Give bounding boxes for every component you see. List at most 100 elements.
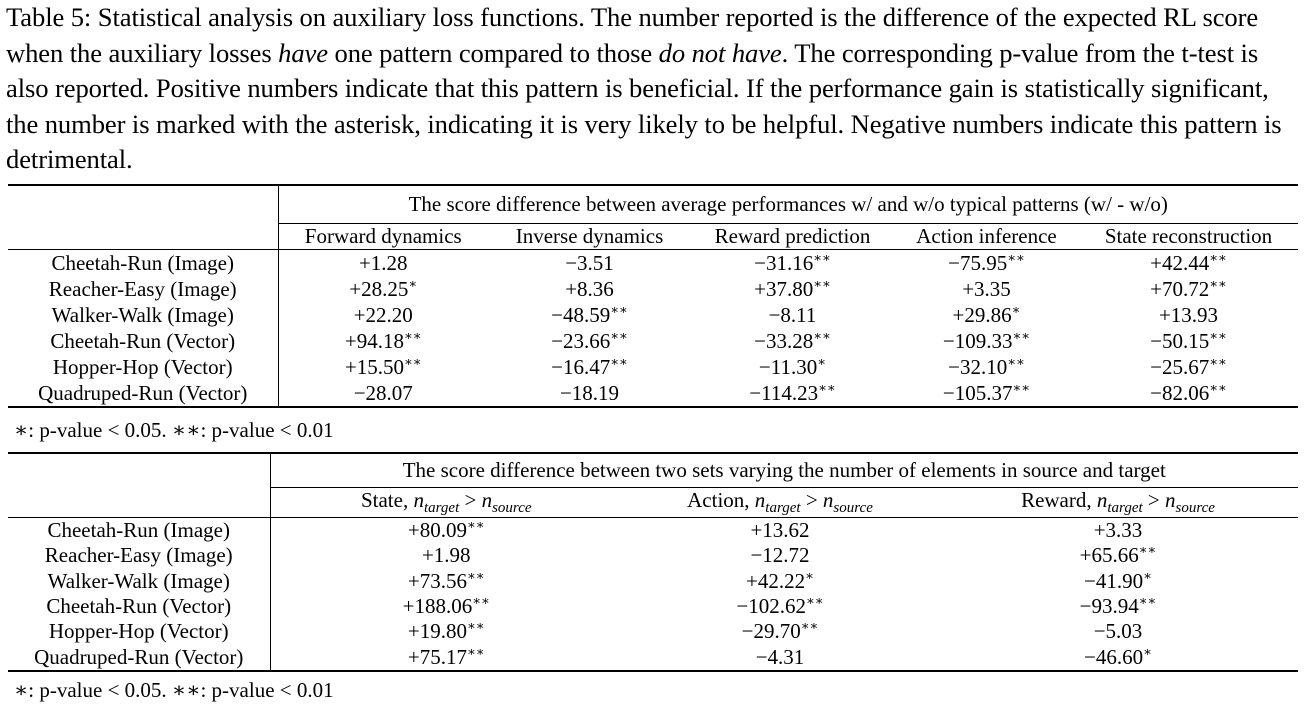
table-source-target-differences: The score difference between two sets va… (8, 452, 1298, 672)
math-subscript: target (423, 500, 460, 516)
table2-col-header: State, ntarget > nsource (270, 487, 622, 518)
table-cell: −32.10∗∗ (894, 354, 1079, 380)
table2-group-header: The score difference between two sets va… (270, 452, 1298, 488)
cell-value: −41.90 (1084, 568, 1144, 593)
cell-value: +29.86 (952, 303, 1012, 327)
table-row: Walker-Walk (Image) +73.56∗∗ +42.22∗ −41.90… (8, 567, 1298, 594)
table-cell: −82.06∗∗ (1079, 380, 1298, 408)
math-operator: > (800, 488, 823, 512)
table2-col-header: Reward, ntarget > nsource (938, 487, 1298, 518)
table-cell: −11.30∗ (691, 354, 894, 380)
table-cell: −105.37∗∗ (894, 380, 1079, 408)
cell-value: −23.66 (551, 329, 611, 353)
math-variable: n (822, 488, 834, 512)
table-cell: +70.72∗∗ (1079, 276, 1298, 302)
row-label: Cheetah-Run (Image) (8, 249, 279, 276)
cell-value: −4.31 (755, 644, 805, 669)
table1-col-header: Inverse dynamics (488, 223, 691, 250)
table-cell: +80.09∗∗ (270, 517, 622, 544)
significance-marker: ∗∗ (1209, 354, 1227, 369)
significance-marker: ∗∗ (1007, 354, 1025, 369)
table-caption: Table 5: Statistical analysis on auxilia… (6, 0, 1306, 178)
cell-value: −28.07 (353, 381, 413, 405)
cell-value: +75.17 (407, 644, 467, 669)
table2-footnote: ∗: p-value < 0.05. ∗∗: p-value < 0.01 (14, 678, 334, 702)
table-cell: +8.36 (488, 276, 691, 302)
table-cell: +65.66∗∗ (938, 543, 1298, 568)
math-variable: n (481, 488, 493, 512)
table-cell: −41.90∗ (938, 569, 1298, 594)
significance-marker: ∗∗ (1012, 380, 1031, 395)
cell-value: +80.09 (407, 518, 467, 543)
table-row: Reacher-Easy (Image) +28.25∗ +8.36 +37.80∗∗… (8, 276, 1298, 302)
table-row: Cheetah-Run (Image) +80.09∗∗ +13.62 +3.33 (8, 517, 1298, 544)
row-label: Cheetah-Run (Image) (8, 517, 271, 544)
significance-marker: ∗∗ (466, 618, 485, 634)
cell-value: −46.60 (1084, 644, 1144, 669)
table-cell: −28.07 (278, 380, 488, 408)
cell-value: +42.44 (1150, 251, 1210, 275)
col-label: Reward, (1021, 488, 1097, 512)
cell-value: +3.35 (962, 277, 1011, 301)
table-cell: +3.33 (938, 517, 1298, 544)
table-row: Reacher-Easy (Image) +1.98 −12.72 +65.66∗∗ (8, 543, 1298, 569)
cell-value: −48.59 (551, 303, 611, 327)
cell-value: +1.98 (421, 543, 471, 568)
row-label: Hopper-Hop (Vector) (8, 619, 271, 645)
math-subscript: source (1175, 500, 1215, 516)
table-cell: +42.44∗∗ (1079, 249, 1298, 276)
cell-value: −31.16 (754, 251, 814, 275)
table2-column-header-row: State, ntarget > nsource Action, ntarget… (8, 487, 1298, 518)
row-label: Quadruped-Run (Vector) (8, 380, 279, 408)
table-row: Quadruped-Run (Vector) +75.17∗∗ −4.31 −46.6… (8, 643, 1298, 672)
table-cell: −3.51 (488, 249, 691, 276)
significance-marker: ∗∗ (1138, 542, 1157, 558)
math-operator: > (1142, 488, 1165, 512)
caption-do-not-have: do not have (658, 37, 782, 68)
table-cell: +1.98 (270, 543, 622, 568)
significance-marker: ∗∗ (466, 567, 485, 583)
significance-marker: ∗∗ (1209, 276, 1227, 291)
table-cell: −29.70∗∗ (622, 619, 938, 644)
significance-marker: ∗∗ (818, 380, 836, 395)
significance-marker: ∗∗ (610, 328, 628, 343)
cell-value: −33.28 (754, 329, 814, 353)
table2-body: Cheetah-Run (Image) +80.09∗∗ +13.62 +3.33 Re… (8, 517, 1298, 672)
significance-marker: ∗∗ (472, 593, 490, 609)
row-label: Cheetah-Run (Vector) (8, 593, 271, 620)
cell-value: +1.28 (358, 251, 408, 275)
significance-marker: ∗∗ (1012, 328, 1031, 343)
cell-value: −5.03 (1093, 619, 1143, 644)
cell-value: +8.36 (565, 277, 614, 301)
table1-col-header: Action inference (894, 223, 1079, 250)
cell-value: +188.06 (402, 594, 473, 619)
cell-value: +28.25 (349, 277, 409, 301)
row-label: Hopper-Hop (Vector) (8, 354, 279, 380)
table1-column-header-row: Forward dynamics Inverse dynamics Reward… (8, 223, 1298, 250)
cell-value: −12.72 (750, 543, 810, 568)
cell-value: +13.62 (750, 518, 810, 543)
table-cell: −16.47∗∗ (488, 354, 691, 380)
significance-marker: ∗∗ (1007, 250, 1025, 265)
cell-value: −32.10 (948, 355, 1008, 379)
math-variable: n (754, 488, 766, 512)
table-cell: −5.03 (938, 619, 1298, 644)
table-cell: +28.25∗ (278, 276, 488, 302)
significance-marker: ∗∗ (805, 593, 824, 609)
significance-marker: ∗∗ (610, 302, 628, 317)
table-cell: +22.20 (278, 302, 488, 328)
table2-group-header-row: The score difference between two sets va… (8, 452, 1298, 488)
table-cell: +13.62 (622, 517, 938, 544)
table-cell: −8.11 (691, 302, 894, 328)
table-cell: +15.50∗∗ (278, 354, 488, 380)
significance-marker: ∗ (817, 354, 827, 369)
table-cell: −18.19 (488, 380, 691, 408)
cell-value: −50.15 (1150, 329, 1210, 353)
significance-marker: ∗ (1143, 643, 1152, 659)
significance-marker: ∗ (1143, 567, 1152, 583)
table-row: Hopper-Hop (Vector) +19.80∗∗ −29.70∗∗ −5.03 (8, 618, 1298, 645)
row-label: Cheetah-Run (Vector) (8, 328, 279, 354)
table-cell: −75.95∗∗ (894, 249, 1079, 276)
table-row: Cheetah-Run (Image) +1.28 −3.51 −31.16 ∗∗ −75… (8, 249, 1298, 276)
cell-value: −105.37 (942, 381, 1013, 405)
